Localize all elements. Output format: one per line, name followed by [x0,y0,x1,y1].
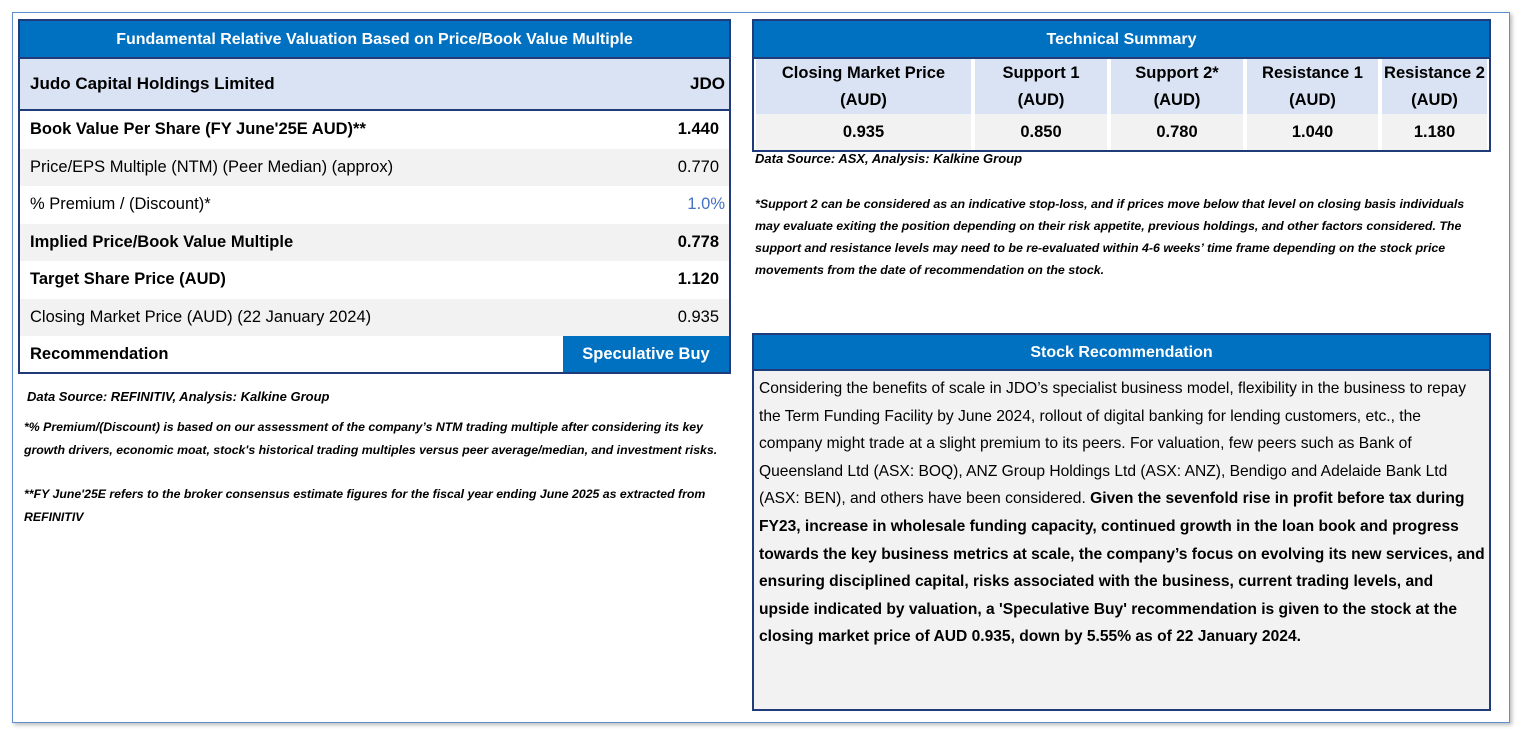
row-label: % Premium / (Discount)* [30,195,211,214]
row-label: Target Share Price (AUD) [30,270,226,289]
row-value: 0.778 [677,232,719,251]
row-value: 1.120 [677,270,719,289]
stock-recommendation-title: Stock Recommendation [754,335,1489,371]
technical-source: Data Source: ASX, Analysis: Kalkine Grou… [755,151,1023,166]
row-value: 0.935 [677,307,719,326]
page-frame [12,12,1510,723]
company-row: Judo Capital Holdings Limited JDO [20,59,729,111]
stock-recommendation-text: Considering the benefits of scale in JDO… [759,380,1485,646]
column-header: Resistance 1 (AUD) [1247,59,1378,114]
table-row: Target Share Price (AUD) 1.120 [20,261,729,299]
stock-recommendation-box: Stock Recommendation Considering the ben… [752,333,1491,711]
valuation-footnote-2: **FY June'25E refers to the broker conse… [24,487,706,524]
row-label: Price/EPS Multiple (NTM) (Peer Median) (… [30,157,394,176]
row-label: Book Value Per Share (FY June'25E AUD)** [30,120,366,139]
table-row: Book Value Per Share (FY June'25E AUD)**… [20,111,729,149]
cell-support-2: 0.780 [1111,114,1243,150]
valuation-footnote-1: *% Premium/(Discount) is based on our as… [24,420,718,457]
technical-summary-table: Technical Summary Closing Market Price (A… [752,19,1491,152]
row-value: 1.440 [677,120,719,139]
cell-closing-price: 0.935 [756,114,971,150]
table-row: Closing Market Price (AUD) (22 January 2… [20,298,729,336]
recommendation-badge: Speculative Buy [563,336,729,372]
technical-title: Technical Summary [754,21,1489,59]
technical-note: *Support 2 can be considered as an indic… [755,197,1465,277]
table-row: Implied Price/Book Value Multiple 0.778 [20,223,729,261]
company-name: Judo Capital Holdings Limited [30,74,275,93]
valuation-source: Data Source: REFINITIV, Analysis: Kalkin… [27,389,330,404]
column-header: Support 2* (AUD) [1111,59,1243,114]
table-row: Price/EPS Multiple (NTM) (Peer Median) (… [20,148,729,186]
valuation-title: Fundamental Relative Valuation Based on … [20,21,729,59]
valuation-table: Fundamental Relative Valuation Based on … [18,19,731,374]
cell-resistance-2: 1.180 [1382,114,1487,150]
recommendation-label: Recommendation [30,344,169,363]
cell-support-1: 0.850 [975,114,1107,150]
row-value: 0.770 [677,157,719,176]
recommendation-row: Recommendation Speculative Buy [20,336,729,372]
cell-resistance-1: 1.040 [1247,114,1378,150]
technical-grid: Closing Market Price (AUD) Support 1 (AUD)… [754,59,1489,150]
table-row: % Premium / (Discount)* 1.0% [20,186,729,224]
column-header: Resistance 2 (AUD) [1382,59,1487,114]
row-value: 1.0% [687,195,725,214]
row-label: Implied Price/Book Value Multiple [30,232,294,251]
ticker: JDO [690,74,725,93]
column-header: Closing Market Price (AUD) [756,59,971,114]
row-label: Closing Market Price (AUD) (22 January 2… [30,307,372,326]
column-header: Support 1 (AUD) [975,59,1107,114]
